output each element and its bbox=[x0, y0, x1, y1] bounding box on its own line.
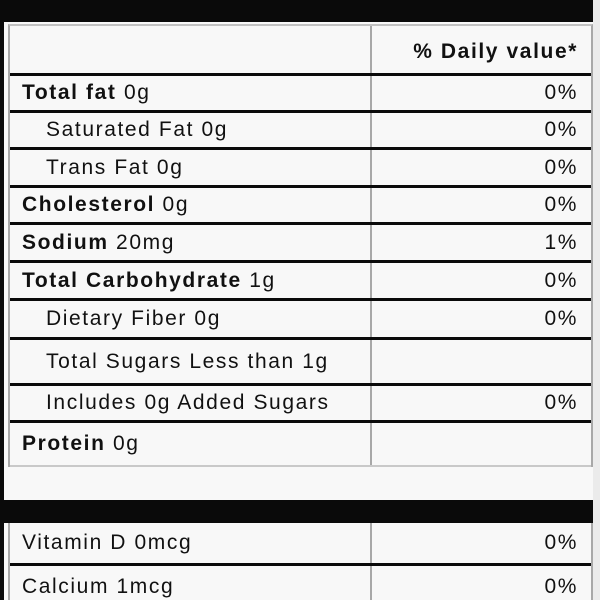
nutrient-rows: Total fat 0g 0% Saturated Fat 0g 0% Tran… bbox=[10, 76, 591, 467]
nutrient-name: Total fat bbox=[22, 81, 117, 104]
vitamin-rows: Vitamin D 0mcg 0% Calcium 1mcg 0% bbox=[10, 523, 591, 600]
nutrient-amount: Includes 0g Added Sugars bbox=[46, 391, 330, 414]
table-row: Total fat 0g 0% bbox=[10, 76, 591, 113]
nutrition-table: % Daily value* Total fat 0g 0% Saturated… bbox=[8, 24, 593, 467]
daily-value-percent: 0% bbox=[544, 307, 578, 330]
row-label: Calcium 1mcg bbox=[10, 566, 372, 600]
row-label: Vitamin D 0mcg bbox=[10, 523, 372, 563]
table-row: Calcium 1mcg 0% bbox=[10, 566, 591, 600]
nutrient-amount: Trans Fat 0g bbox=[46, 155, 184, 179]
table-row: Vitamin D 0mcg 0% bbox=[10, 523, 591, 566]
section-separator-bar bbox=[0, 500, 593, 523]
header-name-cell bbox=[10, 26, 372, 73]
row-label: Sodium 20mg bbox=[10, 225, 372, 260]
nutrient-amount: 0g bbox=[105, 432, 140, 455]
nutrient-amount: Vitamin D 0mcg bbox=[22, 531, 193, 554]
row-label: Saturated Fat 0g bbox=[10, 113, 372, 147]
daily-value-percent: 0% bbox=[544, 118, 578, 141]
nutrient-amount: 0g bbox=[116, 81, 151, 104]
nutrient-name: Total Carbohydrate bbox=[22, 268, 242, 292]
table-row: Includes 0g Added Sugars 0% bbox=[10, 386, 591, 423]
table-row: Trans Fat 0g 0% bbox=[10, 150, 591, 188]
daily-value-percent: 0% bbox=[544, 531, 578, 554]
nutrient-amount: 20mg bbox=[108, 230, 175, 254]
top-black-bar bbox=[0, 0, 593, 22]
row-label: Total Sugars Less than 1g bbox=[10, 340, 372, 383]
daily-value-percent bbox=[372, 340, 591, 383]
daily-value-percent: 0% bbox=[544, 81, 578, 104]
table-row: Total Carbohydrate 1g 0% bbox=[10, 263, 591, 301]
row-label: Protein 0g bbox=[10, 423, 372, 465]
row-label: Cholesterol 0g bbox=[10, 188, 372, 222]
daily-value-percent: 0% bbox=[544, 193, 578, 216]
daily-value-percent: 1% bbox=[544, 230, 578, 254]
nutrient-amount: Calcium 1mcg bbox=[22, 575, 175, 598]
nutrient-name: Sodium bbox=[22, 230, 109, 254]
daily-value-percent bbox=[372, 423, 591, 465]
nutrient-amount: Total Sugars Less than 1g bbox=[46, 349, 329, 373]
table-row: Total Sugars Less than 1g bbox=[10, 340, 591, 386]
row-label: Trans Fat 0g bbox=[10, 150, 372, 185]
vitamins-table: Vitamin D 0mcg 0% Calcium 1mcg 0% bbox=[8, 523, 593, 600]
row-label: Includes 0g Added Sugars bbox=[10, 386, 372, 420]
table-row: Dietary Fiber 0g 0% bbox=[10, 301, 591, 340]
label-left-border bbox=[0, 0, 4, 600]
table-header-row: % Daily value* bbox=[10, 26, 591, 76]
nutrient-name: Cholesterol bbox=[22, 193, 156, 216]
table-row: Cholesterol 0g 0% bbox=[10, 188, 591, 225]
daily-value-percent: 0% bbox=[544, 391, 578, 414]
table-row: Saturated Fat 0g 0% bbox=[10, 113, 591, 150]
table-row: Sodium 20mg 1% bbox=[10, 225, 591, 263]
nutrient-amount: Saturated Fat 0g bbox=[46, 118, 229, 141]
row-label: Total fat 0g bbox=[10, 76, 372, 110]
nutrient-amount: Dietary Fiber 0g bbox=[46, 307, 221, 330]
nutrient-name: Protein bbox=[22, 432, 106, 455]
table-row: Protein 0g bbox=[10, 423, 591, 467]
daily-value-percent: 0% bbox=[544, 268, 578, 292]
daily-value-percent: 0% bbox=[544, 575, 578, 598]
row-label: Dietary Fiber 0g bbox=[10, 301, 372, 337]
nutrient-amount: 0g bbox=[155, 193, 190, 216]
nutrient-amount: 1g bbox=[241, 268, 276, 292]
daily-value-percent: 0% bbox=[544, 155, 578, 179]
row-label: Total Carbohydrate 1g bbox=[10, 263, 372, 298]
daily-value-header: % Daily value* bbox=[413, 40, 578, 63]
